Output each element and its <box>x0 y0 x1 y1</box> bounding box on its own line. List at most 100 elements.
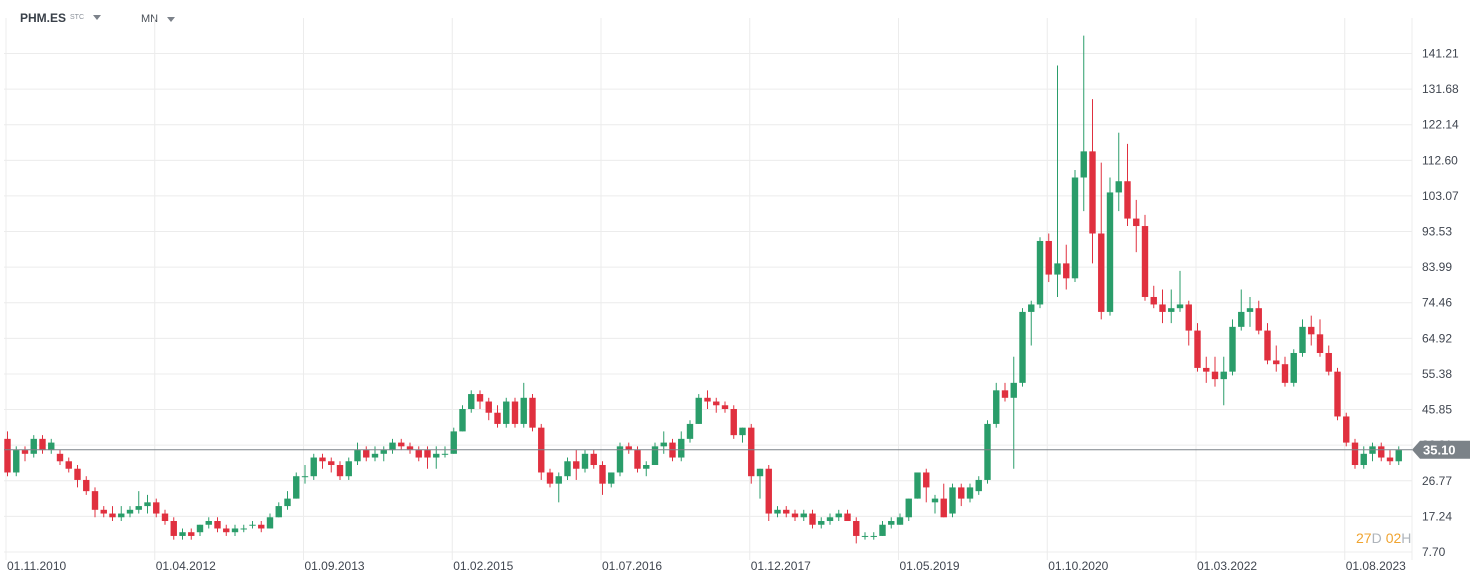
x-tick-label: 01.05.2019 <box>900 559 960 573</box>
candle-body <box>774 509 781 514</box>
candle-down <box>398 438 405 451</box>
candle-body <box>1238 311 1245 327</box>
candle-body <box>1308 326 1315 335</box>
candle-body <box>459 408 466 432</box>
candle-body <box>651 446 659 466</box>
candle-body <box>984 423 991 480</box>
candle-body <box>590 453 597 466</box>
candle-down <box>1150 285 1157 309</box>
candle-up <box>301 465 309 484</box>
price-axis[interactable]: 141.21 131.68 122.14 112.60 103.07 93.53 83.99… <box>1422 47 1459 560</box>
candle-down <box>83 476 90 495</box>
candle-body <box>65 461 72 469</box>
candle-body <box>161 513 169 522</box>
x-tick-label: 01.03.2022 <box>1197 559 1257 573</box>
candle-body <box>231 528 239 533</box>
x-tick-label: 01.04.2012 <box>156 559 216 573</box>
candle-body <box>275 506 282 518</box>
candle-down <box>4 431 11 477</box>
candle-body <box>695 397 702 424</box>
candle-body <box>345 461 352 477</box>
x-tick-label: 01.02.2015 <box>453 559 513 573</box>
candle-up <box>861 532 869 540</box>
candle-body <box>739 427 746 436</box>
candle-down <box>109 506 116 522</box>
candle-up <box>800 509 807 522</box>
y-tick-label: 74.46 <box>1422 296 1452 310</box>
candle-down <box>65 457 72 473</box>
candle-body <box>468 394 475 409</box>
y-tick-label: 55.38 <box>1422 367 1452 381</box>
candle-down <box>511 397 519 428</box>
candle-body <box>494 412 501 424</box>
candle-up <box>310 453 317 480</box>
interval-selector[interactable]: MN <box>141 13 176 25</box>
y-tick-label: 131.68 <box>1422 82 1459 96</box>
candle-down <box>328 457 335 473</box>
y-tick-label: 45.85 <box>1422 403 1452 417</box>
candle-down <box>1159 289 1166 324</box>
candle-up <box>1080 35 1087 212</box>
candle-up <box>459 405 466 432</box>
candle-up <box>1299 319 1306 357</box>
y-tick-label: 7.70 <box>1422 545 1446 559</box>
symbol-suffix: STC <box>70 14 85 21</box>
candle-body <box>1054 263 1061 275</box>
y-tick-label: 141.21 <box>1422 47 1459 61</box>
candle-body <box>1343 416 1350 443</box>
candle-body <box>179 532 186 536</box>
candle-body <box>39 438 46 451</box>
time-axis[interactable]: 01.11.2010 01.04.2012 01.09.2013 01.02.2015… <box>7 559 1482 573</box>
candle-down <box>1098 162 1105 320</box>
candle-down <box>161 509 169 525</box>
candle-body <box>975 479 982 492</box>
candle-up <box>879 521 886 536</box>
candle-body <box>1360 453 1367 466</box>
candle-body <box>258 524 265 529</box>
y-tick-label: 64.92 <box>1422 331 1452 345</box>
candle-down <box>415 446 422 462</box>
candle-down <box>39 435 46 454</box>
candle-up <box>1028 300 1035 346</box>
candle-down <box>406 442 414 454</box>
candle-body <box>118 513 125 518</box>
candle-down <box>1089 99 1096 264</box>
candle-body <box>1290 352 1297 383</box>
candle-body <box>389 442 396 451</box>
candle-up <box>774 506 781 518</box>
candle-down <box>1194 323 1201 372</box>
candle-body <box>293 476 300 499</box>
candle-down <box>634 446 641 473</box>
symbol-selector[interactable]: PHM.ES STC <box>20 11 102 25</box>
candle-down <box>791 509 799 522</box>
candle-body <box>800 513 807 518</box>
candle-down <box>1133 199 1140 253</box>
candle-body <box>625 446 632 451</box>
candle-up <box>468 390 475 413</box>
candle-up <box>144 494 151 514</box>
candle-body <box>1194 330 1201 368</box>
candle-up <box>555 472 562 503</box>
candle-body <box>319 457 326 462</box>
candle-down <box>476 390 484 409</box>
candle-body <box>336 465 344 477</box>
candle-body <box>713 401 720 406</box>
candle-body <box>1115 181 1122 193</box>
countdown-hours-unit: H <box>1401 530 1412 546</box>
candle-down <box>1378 442 1385 462</box>
candle-body <box>4 438 11 473</box>
candle-body <box>809 513 816 525</box>
candle-body <box>249 524 256 526</box>
candle-body <box>555 476 562 484</box>
candle-body <box>634 450 641 469</box>
candle-body <box>870 535 877 537</box>
candle-body <box>126 509 134 514</box>
candle-up <box>896 513 904 525</box>
candle-body <box>958 487 965 499</box>
candle-down <box>599 461 606 495</box>
candle-down <box>91 487 99 518</box>
y-tick-label: 93.53 <box>1422 225 1452 239</box>
candle-up <box>48 438 55 454</box>
candle-up <box>564 457 571 480</box>
